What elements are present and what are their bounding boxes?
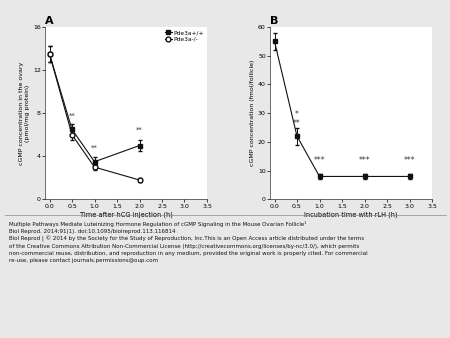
- Text: B: B: [270, 16, 279, 26]
- Y-axis label: cGMP concentration (fmol/follicle): cGMP concentration (fmol/follicle): [250, 60, 255, 166]
- Text: **: **: [91, 145, 98, 151]
- Legend: Pde3a+/+, Pde3a-/-: Pde3a+/+, Pde3a-/-: [165, 30, 204, 42]
- Text: **: **: [293, 119, 301, 127]
- Y-axis label: cGMP concentration in the ovary
(pmol/mg protein): cGMP concentration in the ovary (pmol/mg…: [19, 62, 30, 165]
- Text: **: **: [136, 127, 143, 132]
- Text: ***: ***: [314, 156, 325, 165]
- Text: ***: ***: [359, 156, 370, 165]
- X-axis label: Incubation time with rLH (h): Incubation time with rLH (h): [304, 211, 398, 218]
- Text: *: *: [295, 110, 299, 119]
- Text: **: **: [68, 113, 76, 119]
- X-axis label: Time after hCG injection (h): Time after hCG injection (h): [80, 211, 172, 218]
- Text: Multiple Pathways Mediate Luteinizing Hormone Regulation of cGMP Signaling in th: Multiple Pathways Mediate Luteinizing Ho…: [9, 221, 368, 263]
- Text: ***: ***: [404, 156, 415, 165]
- Text: A: A: [45, 16, 54, 26]
